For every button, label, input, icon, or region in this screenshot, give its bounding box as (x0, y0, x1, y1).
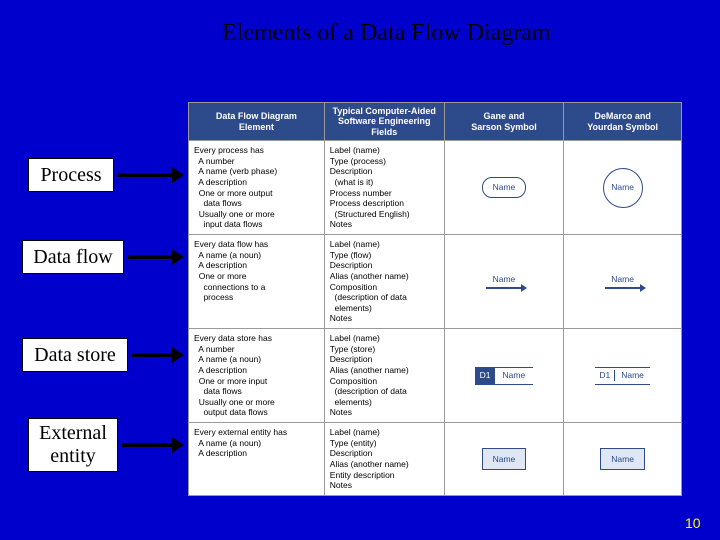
fields-cell: Label (name) Type (flow) Description Ali… (324, 235, 444, 329)
table-header: DeMarco andYourdan Symbol (564, 103, 682, 141)
element-label: Process (28, 158, 114, 192)
element-cell: Every data flow has A name (a noun) A de… (189, 235, 325, 329)
arrow-icon (128, 255, 174, 259)
element-cell: Every process has A number A name (verb … (189, 141, 325, 235)
element-label: Data store (22, 338, 128, 372)
table-row: Every external entity has A name (a noun… (189, 423, 682, 496)
table-row: Every data store has A number A name (a … (189, 329, 682, 423)
element-cell: Every external entity has A name (a noun… (189, 423, 325, 496)
fields-cell: Label (name) Type (entity) Description A… (324, 423, 444, 496)
dfd-elements-table: Data Flow DiagramElementTypical Computer… (188, 102, 682, 496)
arrow-icon (118, 173, 174, 177)
table-header: Data Flow DiagramElement (189, 103, 325, 141)
demarco-yourdan-symbol: Name (564, 235, 682, 329)
element-label: Data flow (22, 240, 124, 274)
gane-sarson-symbol: Name (444, 423, 564, 496)
element-cell: Every data store has A number A name (a … (189, 329, 325, 423)
table-row: Every data flow has A name (a noun) A de… (189, 235, 682, 329)
table-header: Typical Computer-AidedSoftware Engineeri… (324, 103, 444, 141)
gane-sarson-symbol: Name (444, 235, 564, 329)
page-number: 10 (685, 515, 701, 531)
demarco-yourdan-symbol: D1Name (564, 329, 682, 423)
element-label: Externalentity (28, 418, 118, 472)
arrow-icon (122, 443, 174, 447)
gane-sarson-symbol: D1Name (444, 329, 564, 423)
fields-cell: Label (name) Type (store) Description Al… (324, 329, 444, 423)
slide-title: Elements of a Data Flow Diagram (222, 20, 551, 47)
table-row: Every process has A number A name (verb … (189, 141, 682, 235)
fields-cell: Label (name) Type (process) Description … (324, 141, 444, 235)
table-header: Gane andSarson Symbol (444, 103, 564, 141)
demarco-yourdan-symbol: Name (564, 423, 682, 496)
demarco-yourdan-symbol: Name (564, 141, 682, 235)
arrow-icon (132, 353, 174, 357)
gane-sarson-symbol: Name (444, 141, 564, 235)
